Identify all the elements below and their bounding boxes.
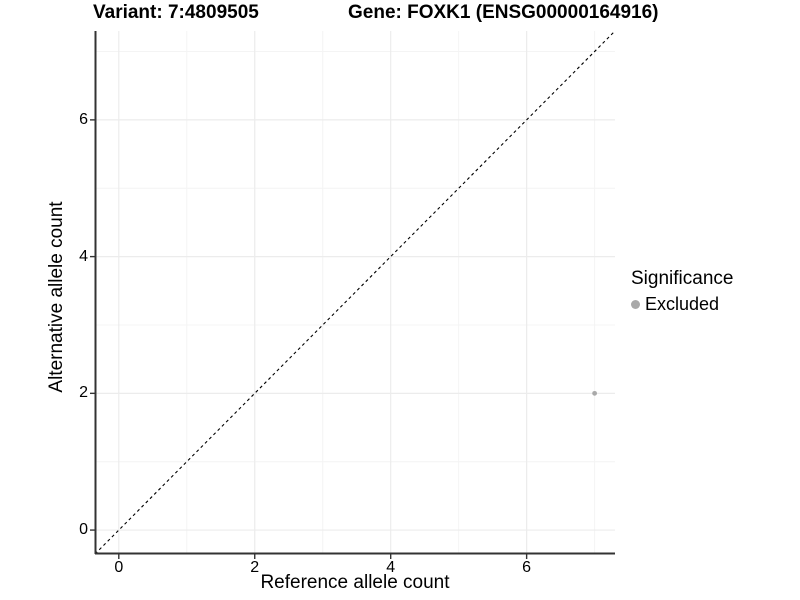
legend-title: Significance [631, 268, 734, 289]
x-tick-label: 6 [522, 559, 532, 576]
y-axis-title: Alternative allele count [46, 201, 67, 393]
y-tick-label: 6 [79, 110, 88, 128]
x-tick-label: 0 [114, 559, 124, 576]
x-tick-label: 2 [250, 559, 260, 576]
legend-items: Excluded [631, 294, 733, 315]
legend-item: Excluded [631, 294, 733, 315]
legend-item-label: Excluded [645, 294, 720, 314]
plot-title-variant: Variant: 7:4809505 [93, 2, 259, 23]
plot-panel [90, 30, 616, 559]
identity-reference-line [94, 30, 616, 555]
y-tick-label: 2 [79, 384, 88, 402]
y-tick-label: 4 [79, 247, 88, 265]
y-tick-label: 0 [79, 521, 88, 539]
legend: Significance Excluded [631, 268, 733, 315]
plot-title-gene: Gene: FOXK1 (ENSG00000164916) [348, 2, 659, 23]
x-tick-label: 4 [386, 559, 396, 576]
x-axis-title: Reference allele count [260, 572, 450, 593]
legend-point-icon [631, 300, 640, 309]
data-point [592, 390, 598, 396]
